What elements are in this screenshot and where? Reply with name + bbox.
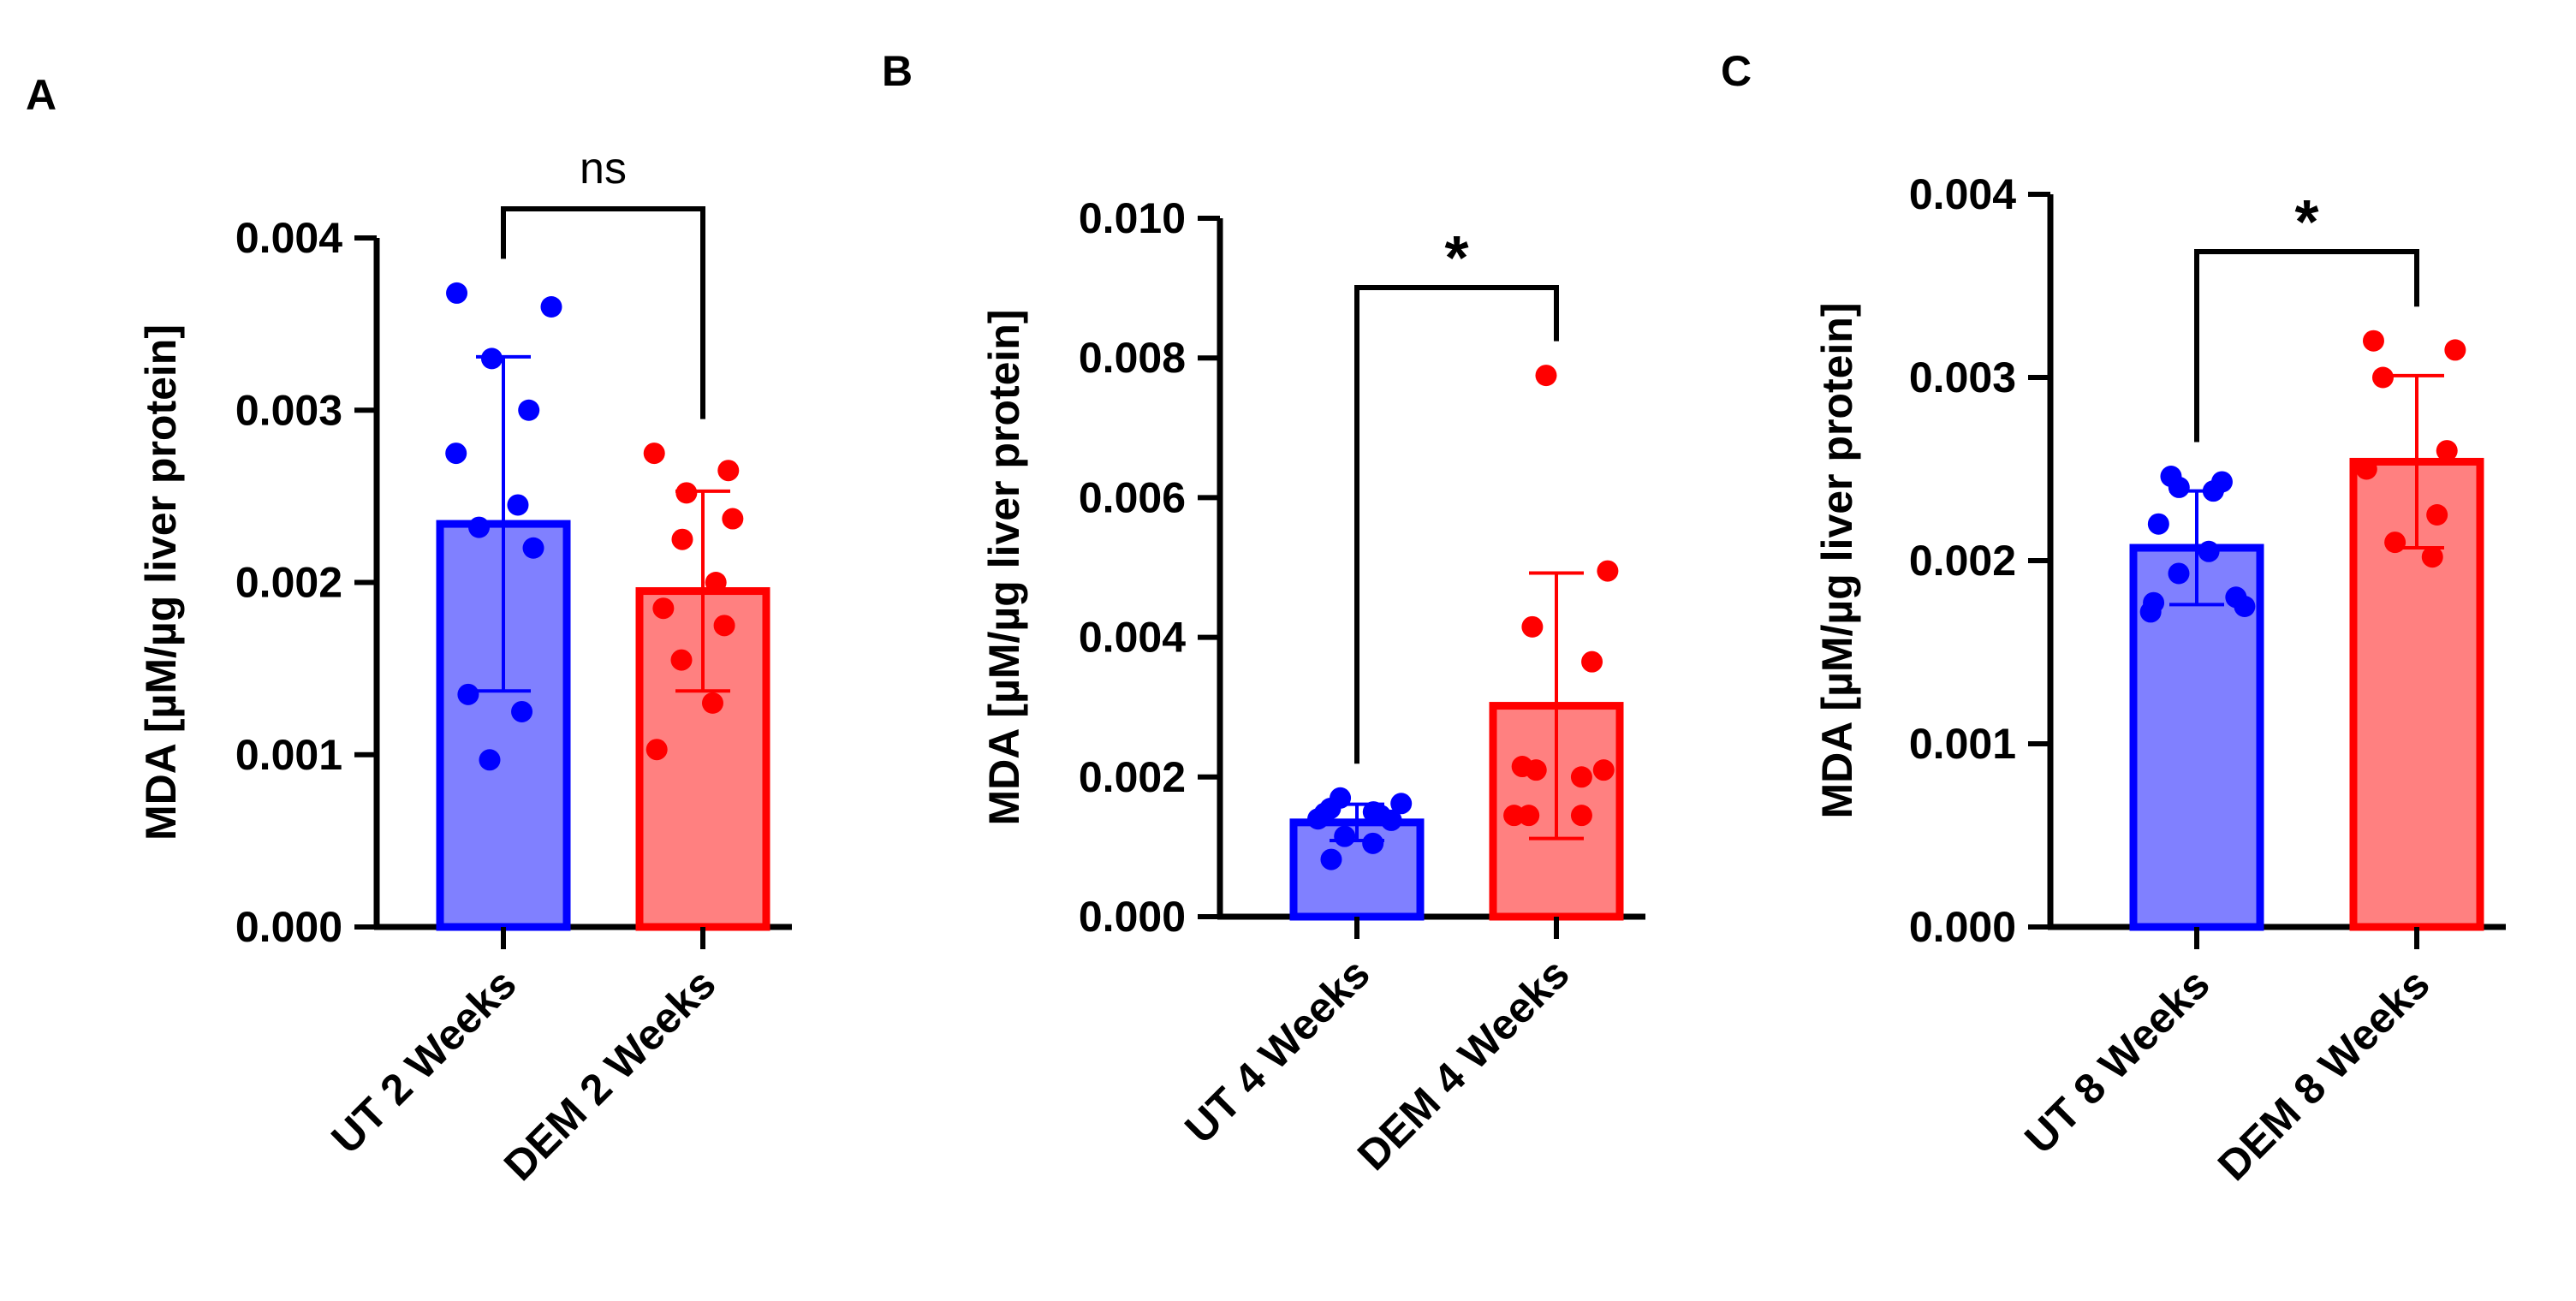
category-label: DEM 2 Weeks (495, 959, 725, 1190)
data-point (518, 399, 540, 421)
data-point (675, 482, 698, 504)
y-tick-label: 0.001 (235, 731, 342, 779)
y-tick-label: 0.002 (1909, 537, 2016, 585)
data-point (713, 615, 735, 637)
y-tick-label: 0.002 (235, 559, 342, 607)
data-point (2147, 513, 2169, 535)
panel-b: B 0.000 0.002 0.004 0.006 0.008 0.010 MDA [µM/µ… (882, 47, 1645, 1179)
data-point (671, 528, 693, 550)
y-tick-label: 0.000 (235, 903, 342, 951)
data-point (1592, 759, 1615, 781)
data-point (1362, 832, 1384, 854)
data-point (645, 739, 668, 761)
data-point (2444, 339, 2466, 361)
y-tick-label: 0.003 (235, 386, 342, 434)
data-point (652, 597, 675, 620)
data-point (2168, 562, 2190, 585)
y-axis-title: MDA [µM/µg liver protein] (980, 310, 1028, 826)
data-point (457, 683, 479, 705)
data-point (446, 282, 468, 304)
data-point (1535, 365, 1557, 387)
data-point (717, 460, 740, 482)
y-axis-title: MDA [µM/µg liver protein] (137, 324, 185, 841)
data-point (479, 749, 501, 771)
significance-bracket (501, 206, 705, 419)
data-point (1570, 766, 1592, 788)
data-point (670, 649, 693, 671)
data-point (507, 494, 529, 516)
panel-letter: C (1721, 47, 1752, 95)
data-point (1380, 809, 1402, 831)
data-point (2139, 601, 2162, 623)
data-point (480, 348, 503, 370)
data-point (2421, 546, 2443, 568)
y-tick-label: 0.008 (1079, 334, 1186, 382)
data-point (1307, 808, 1330, 830)
data-point (2168, 476, 2190, 498)
data-point (540, 296, 562, 318)
y-tick-label: 0.004 (1079, 614, 1186, 662)
y-tick-label: 0.002 (1079, 753, 1186, 801)
significance-bracket (1354, 285, 1559, 764)
data-point (1503, 805, 1526, 827)
significance-bracket (2194, 249, 2419, 443)
data-point (511, 700, 533, 722)
data-point (1525, 759, 1547, 781)
data-point (722, 508, 744, 530)
panel-a: A 0.000 0.001 0.002 0.003 0.004 MDA [µM/µg liv… (26, 71, 792, 1190)
y-tick-label: 0.004 (1909, 170, 2016, 218)
data-point (2436, 440, 2458, 462)
category-label: UT 4 Weeks (1175, 949, 1378, 1152)
data-point (2384, 532, 2406, 554)
data-point (1320, 848, 1342, 870)
category-label: UT 2 Weeks (322, 959, 525, 1162)
data-point (445, 443, 467, 465)
y-tick-label: 0.000 (1909, 903, 2016, 951)
data-point (2371, 366, 2394, 389)
category-label: DEM 4 Weeks (1348, 949, 1579, 1179)
data-point (705, 572, 727, 593)
data-point (1581, 650, 1603, 673)
data-point (2426, 504, 2448, 526)
data-point (1521, 615, 1544, 638)
y-tick-label: 0.004 (235, 214, 342, 262)
data-point (1518, 805, 1540, 827)
data-point (2198, 540, 2220, 562)
data-point (1390, 793, 1413, 815)
y-tick-label: 0.001 (1909, 720, 2016, 768)
data-point (2355, 458, 2377, 480)
data-point (2234, 596, 2256, 617)
category-label: UT 8 Weeks (2015, 959, 2218, 1162)
panel-c: C 0.000 0.001 0.002 0.003 0.004 MDA [µM/µg liv… (1721, 47, 2506, 1190)
data-point (522, 537, 544, 559)
data-point (468, 516, 491, 538)
y-tick-label: 0.003 (1909, 353, 2016, 401)
y-tick-label: 0.006 (1079, 473, 1186, 521)
data-point (643, 443, 665, 465)
significance-label: * (2294, 188, 2318, 257)
y-axis-title: MDA [µM/µg liver protein] (1813, 303, 1861, 819)
y-tick-label: 0.000 (1079, 893, 1186, 941)
data-point (1334, 825, 1356, 847)
data-point (1570, 805, 1592, 827)
significance-label: * (1444, 224, 1468, 293)
panel-letter: A (26, 71, 57, 119)
y-tick-label: 0.010 (1079, 194, 1186, 242)
data-point (701, 692, 723, 714)
category-label: DEM 8 Weeks (2209, 959, 2439, 1190)
significance-label: ns (580, 144, 627, 193)
panel-letter: B (882, 47, 913, 95)
data-point (2202, 480, 2224, 502)
data-point (1597, 560, 1619, 582)
data-point (2362, 330, 2384, 352)
